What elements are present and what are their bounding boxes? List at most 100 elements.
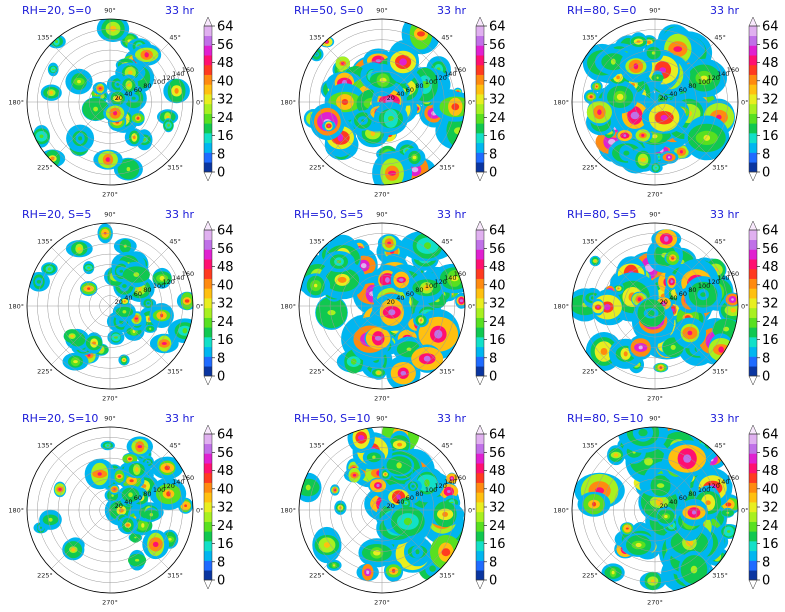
colorbar-tick-label: 32 [762,501,779,516]
polar-panel: RH=50, S=10 33 hr 20 40 60 80 100 120 140 160 0° 45… [272,408,534,612]
radial-tick-label: 80 [143,490,151,498]
radial-tick-label: 160 [727,66,739,74]
colorbar-segment [749,453,757,464]
polar-grid [298,18,466,186]
field-cell [92,82,108,95]
colorbar-tick-label: 16 [217,537,234,552]
colorbar-tick-label: 32 [762,93,779,108]
field-cell [678,550,710,589]
polar-panel: RH=80, S=0 33 hr 20 40 60 80 100 120 140 160 0° 45°… [545,0,785,204]
angle-tick-label: 225° [582,572,598,580]
radial-tick-label: 40 [124,90,132,98]
field-cell [723,292,738,307]
colorbar-segment [476,346,484,357]
field-cell [386,355,421,389]
field-cell [590,80,603,93]
colorbar-tick-label: 24 [762,111,779,126]
field-cell [404,537,431,567]
angle-tick-labels: 0° 45° 90° 135° 180° 225° 270° 315° [8,211,203,403]
colorbar-segment [476,133,484,144]
colorbar-segment [749,327,757,338]
field-cell [167,318,193,343]
angle-tick-label: 45° [441,33,453,41]
colorbar-tick-label: 40 [217,482,234,497]
angle-tick-label: 180° [553,507,569,515]
field-cell [673,317,707,349]
colorbar-tick-label: 48 [217,260,234,275]
colorbar-segment [204,472,212,483]
radial-tick-label: 80 [143,82,151,90]
colorbar-segment [204,570,212,581]
colorbar-tick-label: 48 [762,56,779,71]
field-cell [40,84,62,101]
colorbar-segment [749,502,757,513]
colorbar-tick-label: 8 [762,555,770,570]
colorbar-segment [204,84,212,95]
angle-tick-label: 0° [196,507,203,515]
colorbar-segment [204,45,212,56]
colorbar-segment [204,317,212,328]
colorbar-tick-label: 56 [489,242,506,257]
colorbar-segment [476,84,484,95]
colorbar-tick-label: 40 [489,74,506,89]
colorbar-segment [204,268,212,279]
angle-tick-label: 0° [741,507,748,515]
colorbar-segment [749,268,757,279]
colorbar-extend-min [748,171,758,182]
field-cell [62,538,85,561]
colorbar-segment [204,133,212,144]
field-cell [398,497,414,509]
field-cell [149,303,174,328]
colorbar-segment [476,152,484,163]
colorbar-segment [476,511,484,522]
radial-tick-label: 120 [163,74,175,82]
polar-grid [298,222,466,390]
colorbar-tick-label: 16 [489,333,506,348]
field-cell [659,150,679,164]
colorbar-segment [476,249,484,260]
field-cell [425,501,465,528]
angle-tick-label: 180° [8,99,24,107]
angle-tick-label: 135° [37,441,53,449]
radial-tick-label: 80 [415,286,423,294]
field-cell [83,261,95,275]
colorbar-segment [476,541,484,552]
colorbar-tick-label: 0 [217,574,225,589]
polar-grid [298,426,466,594]
angle-tick-label: 180° [8,303,24,311]
angle-tick-label: 225° [582,368,598,376]
colorbar: 0 8 16 24 32 40 48 56 64 [475,220,506,386]
radial-tick-label: 140 [717,70,729,78]
field-cell [362,448,385,466]
colorbar-segment [476,162,484,173]
colorbar-segment [749,337,757,348]
field-cell [109,484,120,495]
radial-tick-label: 40 [124,294,132,302]
radial-tick-label: 20 [660,502,668,510]
field-cell [387,40,419,84]
colorbar-segment [749,521,757,532]
colorbar-segment [476,103,484,114]
colorbar-segment [749,45,757,56]
panel-title: RH=80, S=5 [567,208,637,221]
colorbar-segment [749,288,757,299]
colorbar-tick-label: 0 [489,166,497,181]
polar-panel: RH=20, S=5 33 hr 20 40 60 80 100 120 140 160 0° 45°… [0,204,262,408]
field-cell [708,333,734,366]
colorbar-segment [476,259,484,270]
colorbar-segment [204,502,212,513]
colorbar-segment [204,113,212,124]
field-cell [356,563,379,581]
colorbar-segment [476,230,484,241]
colorbar-segment [749,162,757,173]
radial-tick-label: 80 [143,286,151,294]
colorbar-segment [204,239,212,250]
field-cell [633,128,653,143]
polar-grid [26,222,194,390]
colorbar-extend-max [475,220,485,231]
radial-tick-label: 120 [163,482,175,490]
panel-title: RH=80, S=0 [567,4,637,17]
radial-tick-label: 140 [444,70,456,78]
colorbar-extend-min [203,375,213,386]
